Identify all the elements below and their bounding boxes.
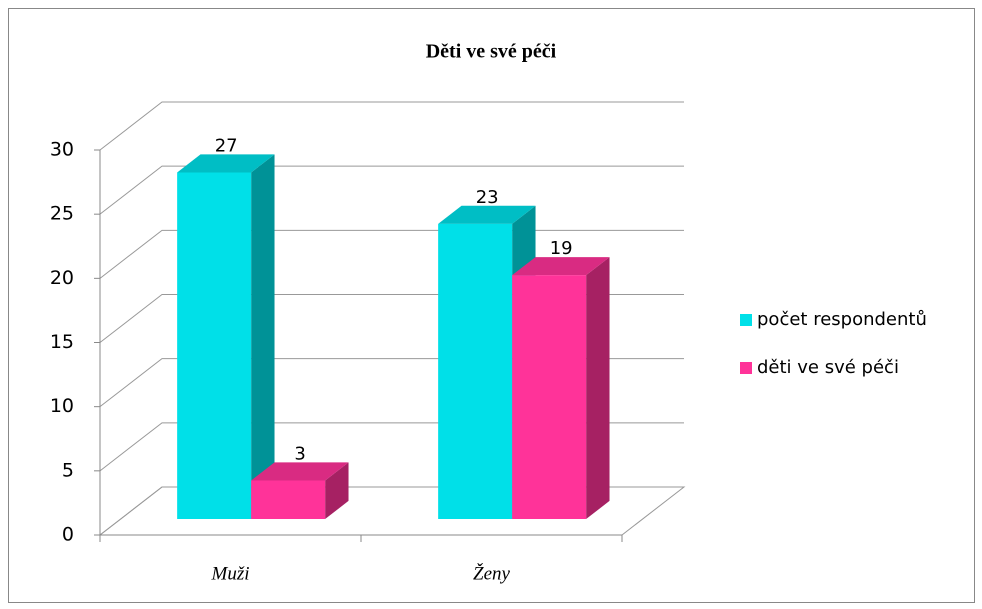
bar-top bbox=[251, 462, 349, 481]
bar bbox=[251, 462, 349, 520]
bar-front bbox=[438, 223, 513, 520]
bar-side bbox=[586, 257, 610, 520]
bar bbox=[512, 257, 610, 520]
y-tick-label: 20 bbox=[50, 267, 74, 289]
legend-label: děti ve své péči bbox=[757, 357, 899, 378]
bar-top bbox=[177, 154, 275, 173]
y-tick-label: 25 bbox=[50, 203, 74, 225]
x-tick-label: Muži bbox=[211, 563, 250, 584]
y-tick-label: 10 bbox=[50, 395, 74, 417]
y-tick-label: 30 bbox=[50, 139, 74, 161]
legend-swatch bbox=[740, 362, 752, 374]
bar-front bbox=[177, 172, 252, 520]
grid-line bbox=[99, 101, 684, 151]
legend-label: počet respondentů bbox=[757, 309, 927, 330]
legend-swatch bbox=[740, 314, 752, 326]
chart-title: Děti ve své péči bbox=[426, 41, 557, 63]
y-tick-label: 5 bbox=[62, 459, 74, 481]
bar bbox=[177, 154, 275, 520]
bar-front bbox=[251, 480, 326, 520]
y-tick-label: 0 bbox=[62, 524, 74, 546]
x-tick-label: Ženy bbox=[473, 562, 511, 584]
bar-top bbox=[512, 257, 610, 276]
data-label: 27 bbox=[215, 136, 238, 157]
grid-line bbox=[99, 165, 684, 215]
data-label: 3 bbox=[294, 444, 305, 465]
bar-top bbox=[438, 205, 536, 224]
bar-front bbox=[512, 275, 587, 520]
bar-side bbox=[325, 462, 349, 520]
bar-side bbox=[251, 154, 275, 520]
y-tick-label: 15 bbox=[50, 331, 74, 353]
data-label: 19 bbox=[550, 238, 573, 259]
data-label: 23 bbox=[476, 187, 499, 208]
